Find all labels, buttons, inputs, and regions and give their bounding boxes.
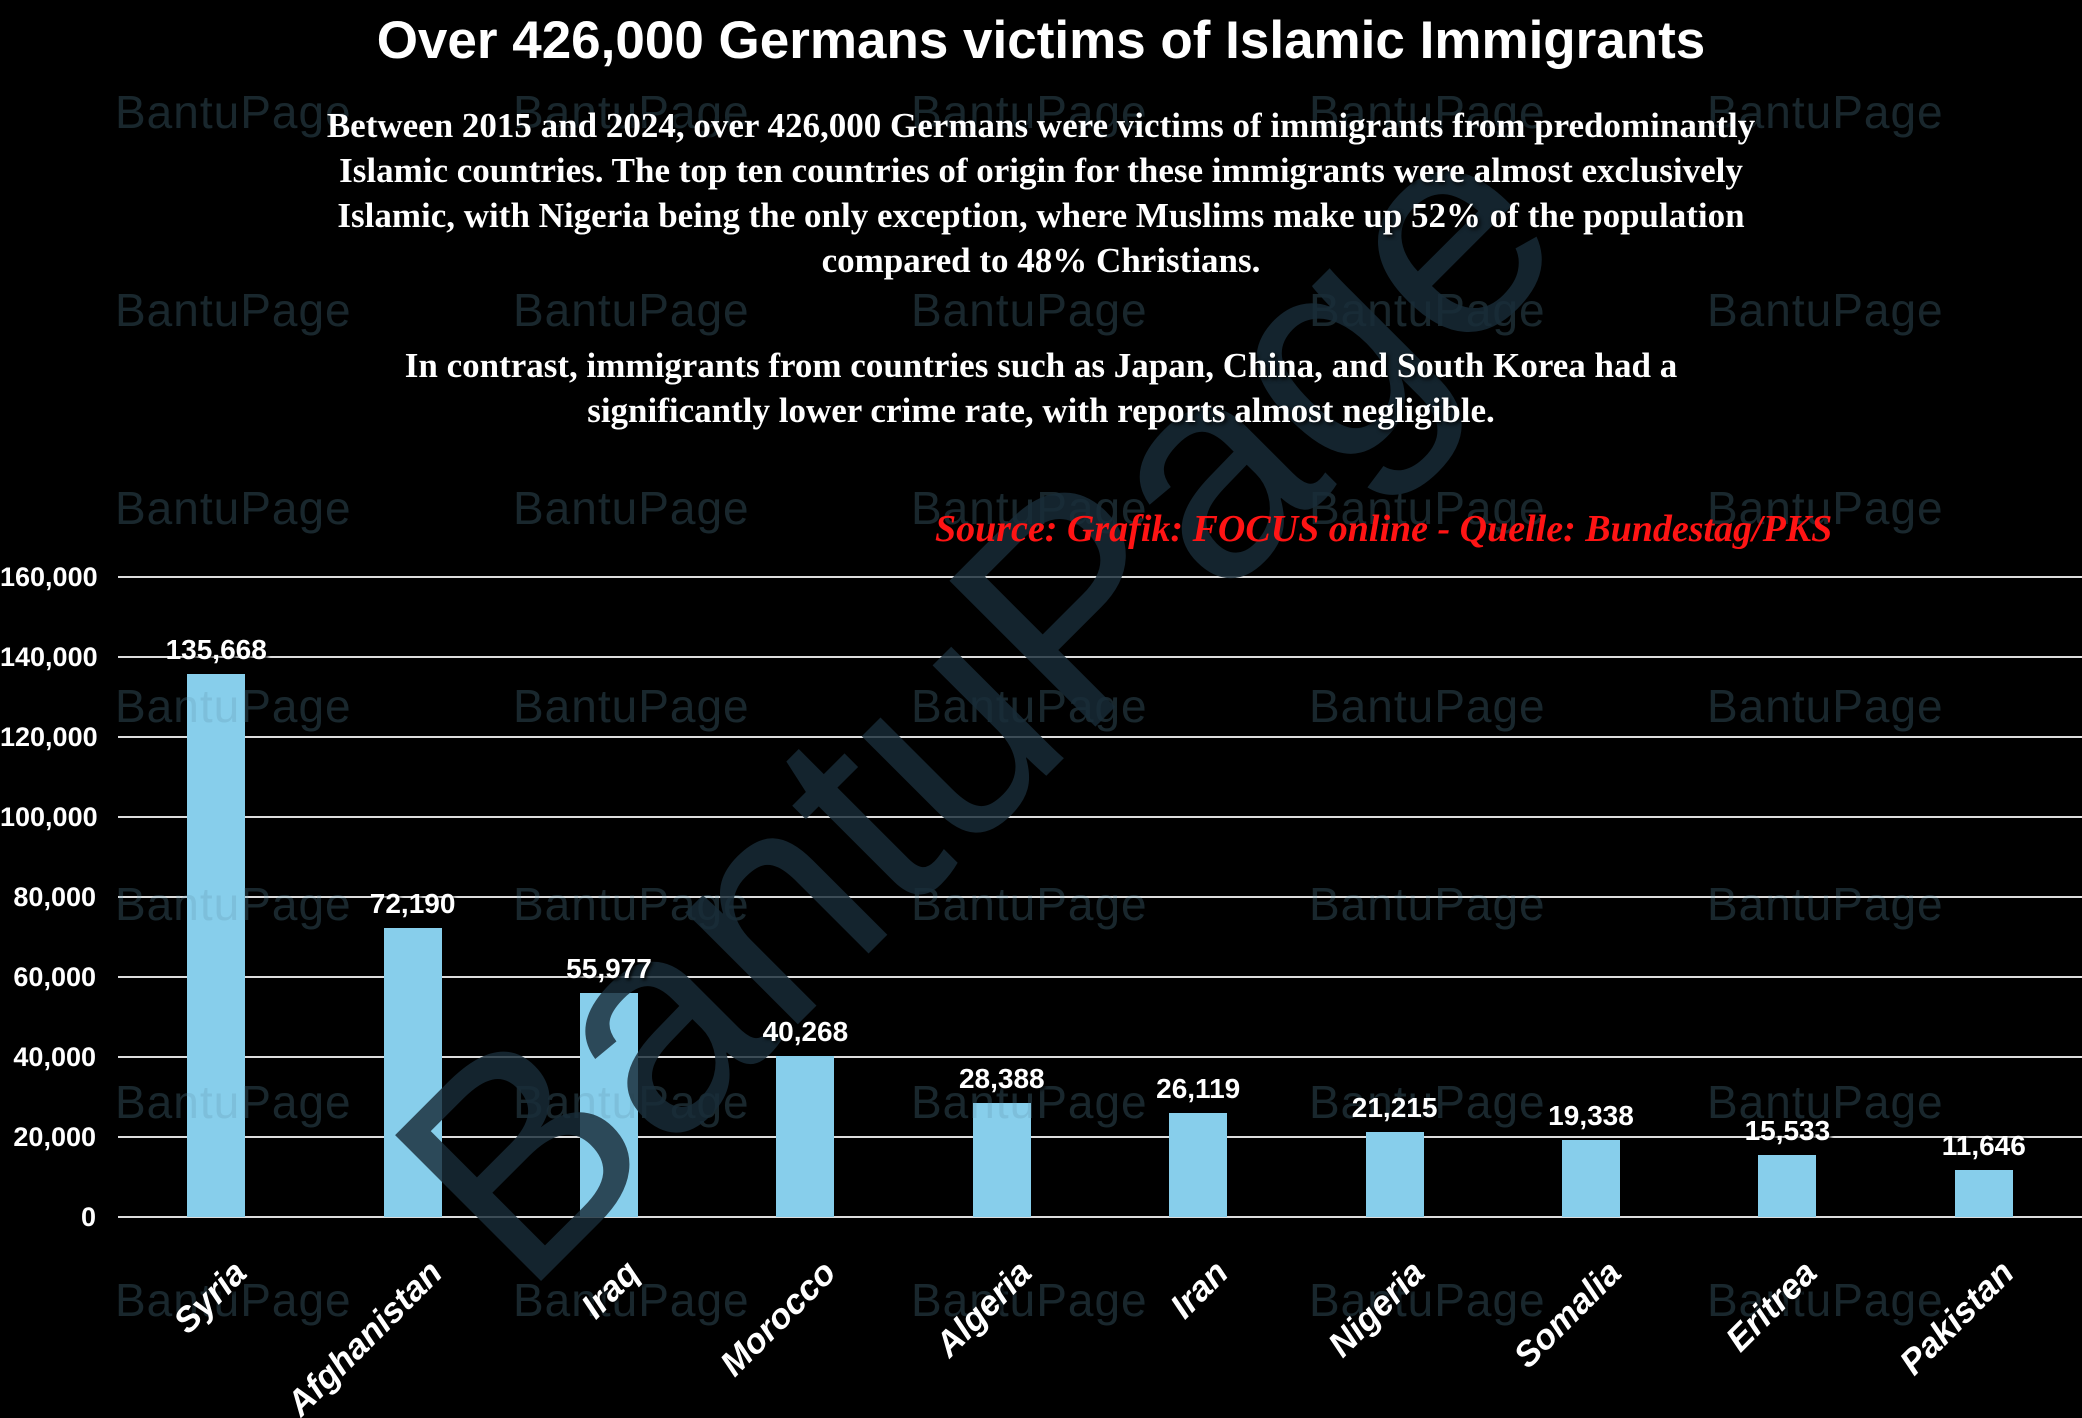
x-axis-label-afghanistan: Afghanistan (279, 1253, 451, 1418)
value-label-nigeria: 21,215 (1351, 1092, 1438, 1124)
bar-somalia (1562, 1139, 1620, 1217)
gridline (118, 816, 2082, 818)
bar-iran (1169, 1112, 1228, 1217)
watermark-text: BantuPage (513, 482, 750, 534)
y-axis-tick-label: 20,000 (13, 1122, 96, 1152)
bar-pakistan (1954, 1170, 2013, 1217)
value-label-somalia: 19,338 (1548, 1099, 1634, 1131)
intro-line: In contrast, immigrants from countries s… (404, 346, 1678, 385)
value-label-eritrea: 15,533 (1744, 1114, 1831, 1146)
bar-chart-plot (118, 576, 2082, 1218)
bar-syria (187, 674, 246, 1217)
watermark-text: BantuPage (1707, 284, 1944, 336)
gridline (118, 1216, 2082, 1218)
gridline (118, 1136, 2082, 1138)
x-axis-label-morocco: Morocco (712, 1253, 843, 1384)
bar-afghanistan (383, 928, 442, 1217)
x-axis-label-pakistan: Pakistan (1891, 1253, 2022, 1383)
x-axis-label-nigeria: Nigeria (1320, 1253, 1433, 1365)
page-title: Over 426,000 Germans victims of Islamic … (376, 11, 1706, 70)
gridline (118, 976, 2082, 978)
intro-line: Between 2015 and 2024, over 426,000 Germ… (326, 106, 1756, 145)
x-axis-label-iraq: Iraq (573, 1253, 647, 1326)
intro-paragraph-1: Between 2015 and 2024, over 426,000 Germ… (0, 103, 2082, 283)
y-axis-tick-label: 0 (80, 1202, 96, 1232)
y-axis-tick-label: 60,000 (13, 962, 96, 992)
gridline (118, 736, 2082, 738)
y-axis-tick-label: 100,000 (0, 802, 98, 832)
gridline (118, 656, 2082, 658)
value-label-iraq: 55,977 (566, 953, 652, 985)
watermark-text: BantuPage (115, 482, 352, 534)
gridline (118, 896, 2082, 898)
intro-paragraph-2: In contrast, immigrants from countries s… (0, 343, 2082, 433)
x-axis-label-somalia: Somalia (1506, 1253, 1629, 1376)
bar-eritrea (1758, 1154, 1817, 1217)
gridline (118, 576, 2082, 578)
intro-line: Islamic countries. The top ten countries… (339, 151, 1743, 190)
value-label-afghanistan: 72,190 (369, 888, 456, 920)
source-attribution: Source: Grafik: FOCUS online - Quelle: B… (935, 508, 1833, 550)
x-axis-label-iran: Iran (1162, 1253, 1236, 1326)
watermark-text: BantuPage (911, 284, 1148, 336)
gridline (118, 1056, 2082, 1058)
bar-morocco (776, 1055, 835, 1217)
watermark-text: BantuPage (115, 284, 352, 336)
value-label-algeria: 28,388 (958, 1063, 1045, 1095)
bar-nigeria (1365, 1132, 1424, 1217)
intro-line: Islamic, with Nigeria being the only exc… (337, 196, 1745, 235)
watermark-text: BantuPage (513, 284, 750, 336)
intro-line: compared to 48% Christians. (821, 241, 1261, 280)
bar-iraq (580, 993, 638, 1217)
value-label-syria: 135,668 (165, 634, 267, 666)
value-label-pakistan: 11,646 (1941, 1130, 2026, 1162)
x-axis-label-syria: Syria (165, 1253, 254, 1342)
y-axis-tick-label: 120,000 (0, 722, 98, 752)
intro-line: significantly lower crime rate, with rep… (587, 391, 1495, 430)
value-label-morocco: 40,268 (762, 1015, 849, 1047)
y-axis-tick-label: 40,000 (13, 1042, 96, 1072)
x-axis-label-algeria: Algeria (927, 1253, 1040, 1365)
y-axis-tick-label: 140,000 (0, 642, 98, 672)
watermark-text: BantuPage (1309, 284, 1546, 336)
value-label-iran: 26,119 (1156, 1072, 1241, 1104)
y-axis-tick-label: 160,000 (0, 562, 98, 592)
y-axis-tick-label: 80,000 (13, 882, 96, 912)
bar-algeria (972, 1103, 1031, 1217)
x-axis-label-eritrea: Eritrea (1718, 1253, 1825, 1359)
